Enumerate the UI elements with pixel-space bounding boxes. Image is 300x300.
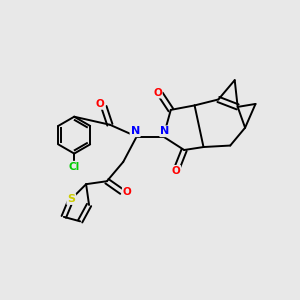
Text: O: O: [153, 88, 162, 98]
Text: O: O: [96, 99, 105, 109]
Text: O: O: [123, 187, 131, 196]
Text: N: N: [160, 126, 170, 136]
Text: O: O: [172, 166, 180, 176]
Text: N: N: [130, 126, 140, 136]
Text: Cl: Cl: [69, 162, 80, 172]
Text: S: S: [67, 194, 75, 204]
